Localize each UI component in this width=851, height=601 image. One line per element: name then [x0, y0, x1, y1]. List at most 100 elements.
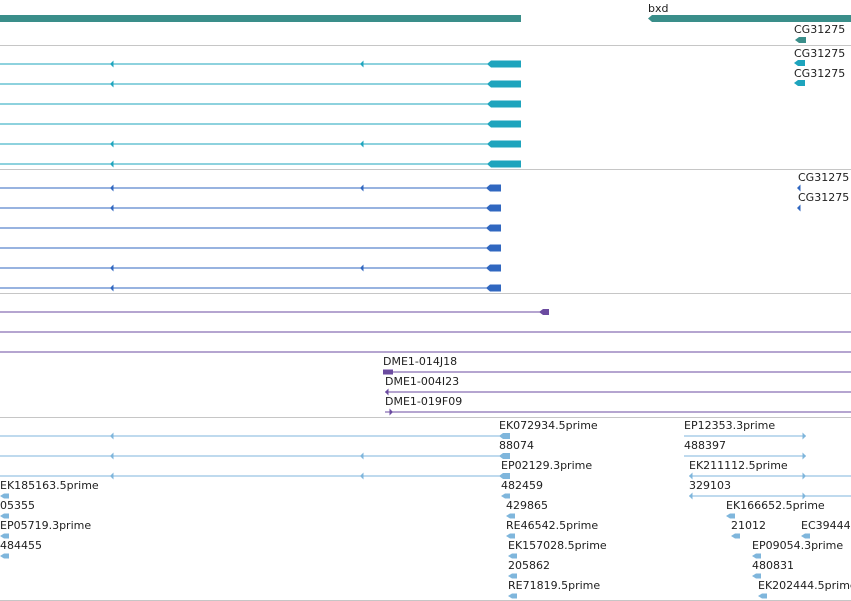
transcript-exon	[487, 60, 521, 68]
strand-arrow-icon	[802, 452, 806, 460]
protein-label[interactable]: CG31275	[798, 191, 850, 204]
transcript-exon	[794, 60, 805, 66]
strand-arrow-icon	[110, 204, 114, 212]
protein-exon	[486, 184, 501, 192]
track-separator	[0, 293, 851, 294]
est-label[interactable]: RE71819.5prime	[508, 579, 601, 592]
est-label[interactable]: EK166652.5prime	[726, 499, 825, 512]
strand-arrow-icon	[802, 492, 806, 500]
est-label[interactable]: 480831	[752, 559, 794, 572]
track-separator	[0, 45, 851, 46]
est-label[interactable]: 488397	[684, 439, 726, 452]
strand-arrow-icon	[385, 388, 389, 396]
track-separator	[0, 169, 851, 170]
clone-end	[539, 309, 549, 315]
est-exon	[758, 593, 767, 599]
est-label[interactable]: EP09054.3prime	[752, 539, 844, 552]
strand-arrow-icon	[110, 264, 114, 272]
est-exon	[499, 433, 510, 439]
strand-arrow-icon	[360, 184, 364, 192]
clone-label[interactable]: DME1-019F09	[385, 395, 463, 408]
est-label[interactable]: 329103	[689, 479, 731, 492]
est-label[interactable]: EP12353.3prime	[684, 419, 776, 432]
est-exon	[752, 553, 761, 559]
strand-arrow-icon	[110, 472, 114, 480]
est-exon	[499, 473, 510, 479]
est-label[interactable]: 21012	[731, 519, 766, 532]
est-exon	[499, 453, 510, 459]
est-label[interactable]: EK211112.5prime	[689, 459, 788, 472]
transcript-exon	[487, 100, 521, 108]
strand-arrow-icon	[110, 80, 114, 88]
est-exon	[726, 513, 735, 519]
strand-arrow-icon	[110, 184, 114, 192]
est-exon	[0, 553, 9, 559]
est-exon	[501, 493, 510, 499]
strand-arrow-icon	[797, 204, 801, 212]
est-exon	[731, 533, 740, 539]
est-label[interactable]: 482459	[501, 479, 543, 492]
protein-label[interactable]: CG31275	[798, 171, 850, 184]
est-label[interactable]: EK157028.5prime	[508, 539, 607, 552]
gene-bar-bxd	[648, 15, 851, 22]
est-exon	[508, 593, 517, 599]
est-exon	[752, 573, 761, 579]
protein-exon	[486, 224, 501, 232]
gene-bar	[0, 15, 521, 22]
strand-arrow-icon	[797, 184, 801, 192]
strand-arrow-icon	[110, 432, 114, 440]
clone-label[interactable]: DME1-004I23	[385, 375, 460, 388]
transcript-exon	[487, 160, 521, 168]
protein-exon	[486, 204, 501, 212]
transcript-exon	[487, 80, 521, 88]
strand-arrow-icon	[802, 432, 806, 440]
est-label[interactable]: 429865	[506, 499, 548, 512]
transcript-exon	[487, 120, 521, 128]
clone-label[interactable]: DME1-014J18	[383, 355, 458, 368]
est-exon	[506, 533, 515, 539]
gene-bar-small	[795, 37, 806, 43]
clone-start	[383, 369, 393, 375]
est-label[interactable]: 484455	[0, 539, 42, 552]
est-label[interactable]: EP05719.3prime	[0, 519, 92, 532]
est-exon	[0, 493, 9, 499]
est-label[interactable]: EK202444.5prime	[758, 579, 851, 592]
strand-arrow-icon	[360, 60, 364, 68]
strand-arrow-icon	[360, 472, 364, 480]
gene-label-bxd[interactable]: bxd	[648, 2, 669, 15]
strand-arrow-icon	[802, 472, 806, 480]
strand-arrow-icon	[110, 452, 114, 460]
transcript-label[interactable]: CG31275	[794, 47, 846, 60]
protein-exon	[486, 244, 501, 252]
strand-arrow-icon	[110, 140, 114, 148]
track-separator	[0, 417, 851, 418]
strand-arrow-icon	[110, 60, 114, 68]
transcript-exon	[794, 80, 805, 86]
strand-arrow-icon	[360, 140, 364, 148]
est-exon	[0, 533, 9, 539]
strand-arrow-icon	[360, 264, 364, 272]
strand-arrow-icon	[689, 472, 693, 480]
est-label[interactable]: EK072934.5prime	[499, 419, 598, 432]
est-exon	[508, 573, 517, 579]
transcript-label[interactable]: CG31275	[794, 23, 846, 36]
est-exon	[506, 513, 515, 519]
est-label[interactable]: EP02129.3prime	[501, 459, 593, 472]
est-label[interactable]: EK185163.5prime	[0, 479, 99, 492]
est-label[interactable]: 05355	[0, 499, 35, 512]
est-label[interactable]: 205862	[508, 559, 550, 572]
est-exon	[0, 513, 9, 519]
est-label[interactable]: 88074	[499, 439, 534, 452]
strand-arrow-icon	[689, 492, 693, 500]
transcript-label[interactable]: CG31275	[794, 67, 846, 80]
strand-arrow-icon	[110, 160, 114, 168]
est-label[interactable]: EC39444	[801, 519, 851, 532]
strand-arrow-icon	[110, 284, 114, 292]
est-label[interactable]: RE46542.5prime	[506, 519, 599, 532]
transcript-exon	[487, 140, 521, 148]
est-exon	[801, 533, 810, 539]
protein-exon	[486, 264, 501, 272]
est-exon	[508, 553, 517, 559]
